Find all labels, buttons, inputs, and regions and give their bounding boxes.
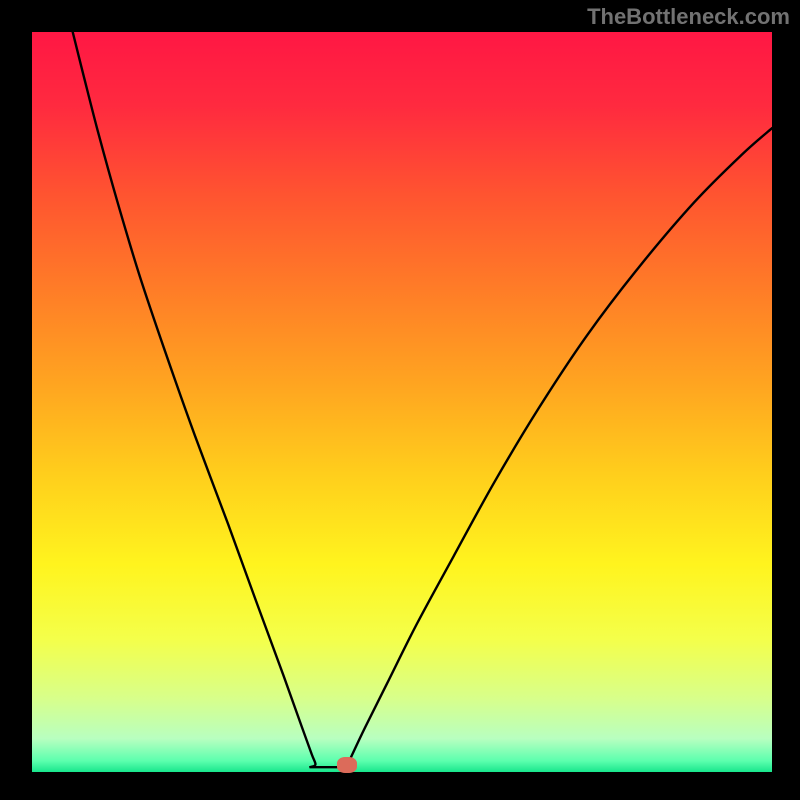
bottleneck-curve bbox=[32, 32, 772, 772]
plot-area bbox=[32, 32, 772, 772]
optimal-point-marker bbox=[337, 757, 357, 773]
watermark-text: TheBottleneck.com bbox=[587, 4, 790, 30]
chart-container: TheBottleneck.com bbox=[0, 0, 800, 800]
